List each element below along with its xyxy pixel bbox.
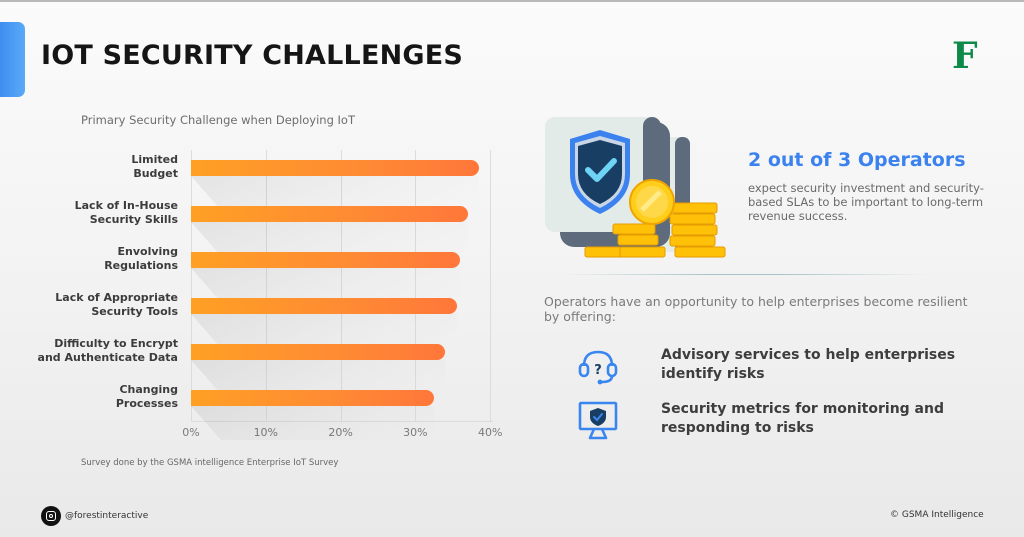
category-label: Lack of Appropriate Security Tools bbox=[55, 291, 178, 318]
bar-shadow bbox=[191, 314, 457, 348]
offer-text: Advisory services to help enterprises id… bbox=[661, 347, 956, 382]
chart-title: Primary Security Challenge when Deployin… bbox=[81, 113, 355, 127]
category-label: Changing Processes bbox=[115, 383, 178, 410]
category-label: Difficulty to Encrypt and Authenticate Da… bbox=[37, 337, 178, 364]
bar-1 bbox=[191, 160, 479, 176]
bar-2 bbox=[191, 206, 468, 222]
page-title: IOT SECURITY CHALLENGES bbox=[41, 40, 464, 71]
svg-text:?: ? bbox=[594, 363, 602, 378]
gridline bbox=[265, 150, 267, 422]
bar-shadow bbox=[191, 222, 468, 256]
x-tick-label: 10% bbox=[246, 426, 286, 439]
x-tick-label: 20% bbox=[321, 426, 361, 439]
social-handle-link[interactable]: @forestinteractive bbox=[41, 506, 148, 526]
bar-4 bbox=[191, 298, 457, 314]
accent-bar bbox=[0, 22, 25, 97]
bar-shadow bbox=[191, 268, 460, 302]
section-divider bbox=[560, 274, 930, 275]
gridline bbox=[490, 150, 492, 422]
category-label: Envolving Regulations bbox=[104, 245, 178, 272]
stat-headline: 2 out of 3 Operators bbox=[748, 149, 966, 171]
shield-coins-illustration bbox=[545, 117, 726, 258]
bar-shadow bbox=[191, 360, 445, 394]
offer-item-metrics: Security metrics for monitoring and resp… bbox=[576, 400, 996, 444]
x-axis bbox=[191, 421, 493, 422]
top-rule bbox=[0, 0, 1024, 2]
monitor-shield-icon bbox=[578, 401, 618, 440]
x-tick-label: 30% bbox=[395, 426, 435, 439]
gridline bbox=[340, 150, 342, 422]
offer-text: Security metrics for monitoring and resp… bbox=[661, 401, 944, 436]
instagram-icon bbox=[41, 506, 61, 526]
bar-shadow bbox=[191, 176, 479, 210]
bar-5 bbox=[191, 344, 446, 360]
chart-source-note: Survey done by the GSMA intelligence Ent… bbox=[81, 458, 339, 468]
x-tick-label: 40% bbox=[477, 426, 503, 439]
bar-shadow bbox=[191, 406, 434, 440]
offer-intro: Operators have an opportunity to help en… bbox=[544, 294, 968, 324]
offer-item-advisory: ? Advisory services to help enterprises … bbox=[576, 346, 996, 390]
bar-3 bbox=[191, 252, 461, 268]
headset-question-icon: ? bbox=[578, 350, 618, 385]
gridline bbox=[191, 150, 192, 422]
gridline bbox=[415, 150, 417, 422]
copyright: © GSMA Intelligence bbox=[890, 510, 984, 520]
category-label: Limited Budget bbox=[131, 153, 178, 180]
stat-body: expect security investment and security-… bbox=[748, 181, 984, 223]
social-handle: @forestinteractive bbox=[65, 511, 149, 521]
brand-logo: F bbox=[952, 35, 978, 77]
category-label: Lack of In-House Security Skills bbox=[74, 199, 178, 226]
x-tick-label: 0% bbox=[182, 426, 200, 439]
bar-6 bbox=[191, 390, 435, 406]
